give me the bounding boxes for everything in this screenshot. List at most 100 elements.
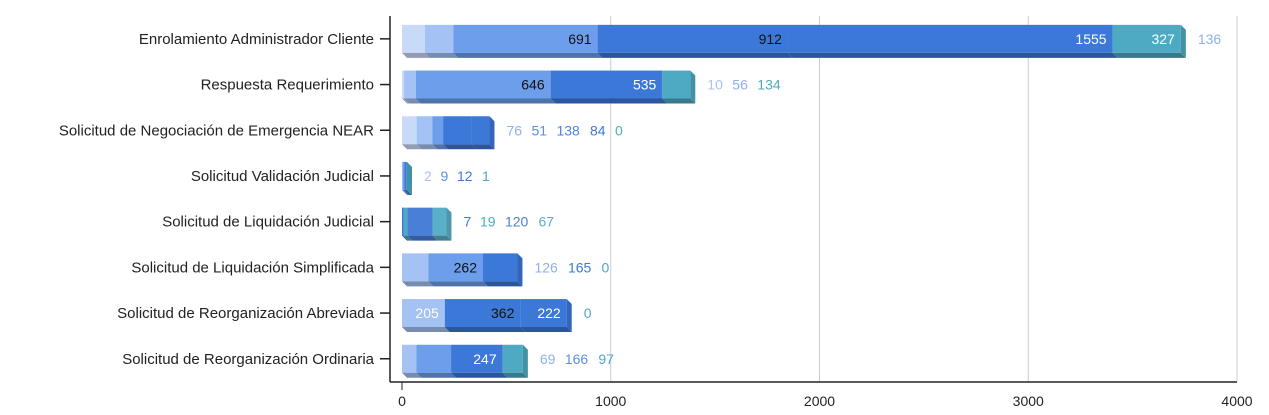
data-label: 67 <box>538 214 554 230</box>
data-label: 1 <box>482 168 490 184</box>
category-label: Respuesta Requerimiento <box>201 77 374 94</box>
bar-bottom <box>406 189 413 195</box>
bar-face <box>597 24 788 53</box>
bar-segment <box>402 116 422 150</box>
bar-face <box>403 207 408 236</box>
data-label: 362 <box>491 305 515 321</box>
bar-bottom <box>453 52 603 58</box>
bar-bottom <box>416 372 457 378</box>
data-label: 535 <box>633 77 657 93</box>
bar-face <box>787 24 1113 53</box>
bar-bottom <box>520 327 572 333</box>
bar-face <box>402 207 404 236</box>
bar-face <box>482 253 518 282</box>
bar-side <box>566 299 572 333</box>
bar-bottom <box>402 98 410 104</box>
category-label: Solicitud de Reorganización Abreviada <box>117 305 374 322</box>
bar-bottom <box>404 189 412 195</box>
bar-face <box>1112 24 1181 53</box>
bar-face <box>432 116 444 145</box>
bar-segment <box>416 344 457 378</box>
bar-segment <box>415 70 556 104</box>
bar-segment <box>432 207 452 241</box>
data-label: 120 <box>505 214 529 230</box>
bar-bottom <box>402 235 409 241</box>
data-label: 69 <box>540 351 556 367</box>
bar-bottom <box>787 52 1118 58</box>
bar-bottom <box>402 144 422 150</box>
data-label: 97 <box>598 351 614 367</box>
bar-segment <box>404 70 421 104</box>
data-label: 84 <box>590 122 606 138</box>
bar-segment <box>402 24 430 58</box>
bar-segment <box>444 299 526 333</box>
bar-segment <box>443 116 477 150</box>
bar-segment <box>428 253 488 287</box>
category-label: Solicitud de Reorganización Ordinaria <box>122 351 374 368</box>
bar-face <box>402 24 425 53</box>
bar-segment <box>471 116 495 150</box>
data-label: 165 <box>568 259 592 275</box>
bar-segment <box>406 161 413 195</box>
bar-side <box>1180 24 1186 58</box>
bar-segment <box>550 70 668 104</box>
bar-segment <box>451 344 508 378</box>
data-label: 327 <box>1151 31 1175 47</box>
bar-face <box>416 116 433 145</box>
bar-bottom <box>415 98 556 104</box>
bar-bottom <box>502 372 528 378</box>
bar-face <box>428 253 483 282</box>
bar-bottom <box>407 235 438 241</box>
x-tick-label: 0 <box>398 393 406 409</box>
bar-segment <box>432 116 449 150</box>
data-label: 10 <box>707 77 723 93</box>
bar-face <box>402 253 429 282</box>
bars <box>402 24 1186 378</box>
data-label: 1555 <box>1075 31 1106 47</box>
data-label: 166 <box>565 351 589 367</box>
bar-segment <box>416 116 438 150</box>
bar-segment <box>402 344 422 378</box>
bar-segment <box>482 253 523 287</box>
bar-face <box>415 70 551 99</box>
bar-bottom <box>482 281 523 287</box>
bar-segment <box>1112 24 1186 58</box>
x-tick-label: 2000 <box>804 393 835 409</box>
bar-bottom <box>1112 52 1186 58</box>
category-label: Solicitud de Negociación de Emergencia N… <box>59 122 374 139</box>
bar-bottom <box>402 189 410 195</box>
bar-bottom <box>432 235 452 241</box>
bar-segment <box>402 161 410 195</box>
bar-face <box>404 70 416 99</box>
bar-face <box>502 344 523 373</box>
data-label: 136 <box>1198 31 1222 47</box>
x-tick-label: 3000 <box>1013 393 1044 409</box>
bar-face <box>402 344 417 373</box>
bar-segment <box>520 299 572 333</box>
bar-face <box>402 161 405 190</box>
data-label: 76 <box>506 122 522 138</box>
bar-bottom <box>428 281 488 287</box>
data-label: 134 <box>757 77 781 93</box>
bar-segment <box>402 299 450 333</box>
bar-face <box>453 24 598 53</box>
bar-segment <box>502 344 528 378</box>
data-label: 691 <box>568 31 592 47</box>
bar-bottom <box>416 144 438 150</box>
data-label: 222 <box>537 305 561 321</box>
bar-face <box>520 299 567 328</box>
bar-side <box>522 344 528 378</box>
bar-face <box>443 116 472 145</box>
data-label: 912 <box>759 31 783 47</box>
bar-segment <box>404 161 412 195</box>
bar-segment <box>453 24 603 58</box>
data-label: 2 <box>424 168 432 184</box>
bar-side <box>489 116 495 150</box>
bar-bottom <box>403 235 413 241</box>
category-label: Solicitud Validación Judicial <box>191 168 374 185</box>
bar-segment <box>402 161 408 195</box>
bar-face <box>550 70 663 99</box>
bar-segment <box>402 253 434 287</box>
bar-face <box>451 344 503 373</box>
